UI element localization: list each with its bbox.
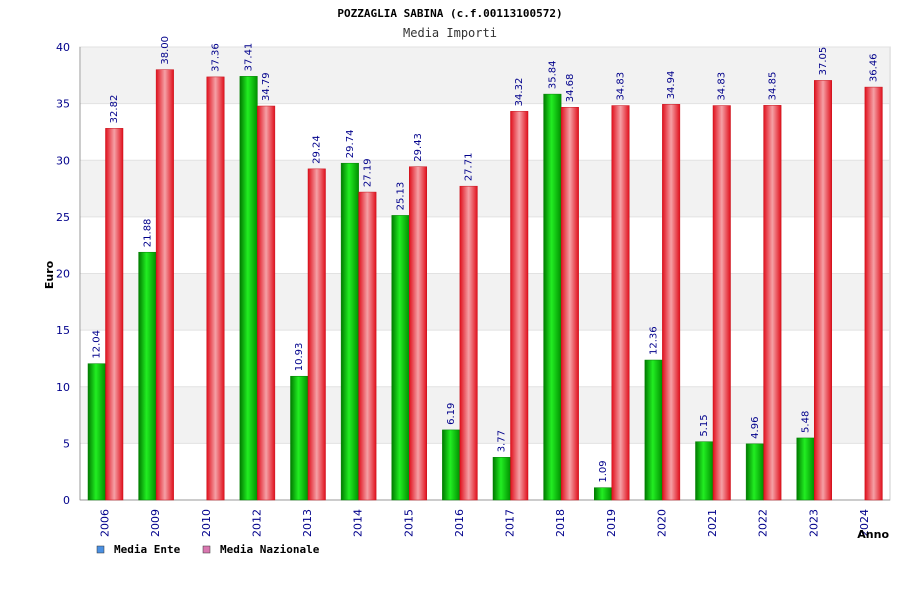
data-label: 34.79: [261, 72, 272, 101]
bar-media-ente-2009: [138, 251, 157, 501]
y-tick-label: 35: [56, 98, 70, 111]
bar-media-nazionale-2012: [257, 105, 276, 501]
x-tick-label: 2014: [352, 509, 365, 537]
bar-media-nazionale-2014: [358, 191, 377, 501]
data-label: 35.84: [547, 60, 558, 89]
bar-media-nazionale-2021: [712, 105, 731, 501]
legend-label-media-nazionale: Media Nazionale: [220, 543, 320, 556]
data-label: 27.19: [362, 158, 373, 187]
legend-swatch-media-ente: [96, 545, 105, 554]
data-label: 3.77: [497, 430, 508, 452]
bar-media-nazionale-2009: [155, 69, 174, 501]
bar-media-nazionale-2017: [510, 111, 529, 501]
data-label: 34.83: [616, 72, 627, 101]
data-label: 25.13: [396, 182, 407, 211]
x-tick-label: 2021: [706, 509, 719, 537]
data-label: 29.74: [345, 130, 356, 159]
bar-media-ente-2012: [239, 76, 258, 501]
y-tick-label: 10: [56, 381, 70, 394]
bar-media-nazionale-2023: [814, 80, 832, 501]
y-tick-label: 30: [56, 154, 70, 167]
data-label: 6.19: [446, 403, 457, 425]
data-label: 21.88: [142, 219, 153, 248]
legend: Media Ente Media Nazionale: [96, 543, 320, 556]
bar-media-ente-2018: [543, 93, 562, 501]
bar-media-nazionale-2018: [560, 106, 579, 501]
bar-media-ente-2020: [644, 359, 663, 501]
data-label: 36.46: [869, 53, 880, 82]
x-tick-label: 2024: [858, 509, 871, 537]
bars: [87, 69, 883, 501]
bar-media-nazionale-2019: [611, 105, 630, 501]
bar-media-ente-2023: [796, 437, 815, 501]
bar-media-ente-2006: [87, 363, 106, 501]
bar-media-nazionale-2010: [206, 76, 225, 501]
x-tick-label: 2019: [605, 509, 618, 537]
data-label: 34.85: [767, 72, 778, 101]
data-label: 12.36: [649, 326, 660, 355]
x-axis-ticks: 2006 2009 2010 2012 2013 2014 2015 2016 2017 2018…: [99, 509, 871, 537]
bar-media-nazionale-2020: [662, 104, 681, 501]
y-tick-label: 25: [56, 211, 70, 224]
x-tick-label: 2023: [807, 509, 820, 537]
y-tick-label: 20: [56, 268, 70, 281]
legend-swatch-media-nazionale: [202, 545, 211, 554]
bar-media-ente-2021: [695, 441, 714, 501]
y-tick-label: 15: [56, 324, 70, 337]
bar-media-ente-2013: [290, 375, 309, 501]
data-label: 5.15: [699, 414, 710, 436]
x-tick-label: 2010: [200, 509, 213, 537]
y-axis-ticks: 0 5 10 15 20 25 30 35 40: [56, 41, 70, 507]
data-label: 34.32: [514, 78, 525, 107]
data-label: 32.82: [109, 95, 120, 124]
chart-subtitle: Media Importi: [403, 26, 497, 40]
data-label: 10.93: [294, 343, 305, 372]
x-tick-label: 2022: [757, 509, 770, 537]
y-tick-label: 40: [56, 41, 70, 54]
data-label: 37.41: [244, 43, 255, 72]
x-tick-label: 2017: [504, 509, 517, 537]
chart-title: POZZAGLIA SABINA (c.f.00113100572): [337, 7, 562, 20]
data-label: 29.24: [312, 135, 323, 164]
bar-media-nazionale-2006: [105, 128, 124, 501]
data-labels: 12.04 32.82 21.88 38.00 37.36 37.41 34.79 10.93…: [92, 36, 880, 483]
bar-media-ente-2019: [594, 487, 612, 501]
x-tick-label: 2016: [453, 509, 466, 537]
data-label: 5.48: [801, 411, 812, 433]
x-tick-label: 2006: [99, 509, 112, 537]
y-tick-label: 5: [63, 437, 70, 450]
bar-media-nazionale-2024: [864, 86, 883, 501]
legend-label-media-ente: Media Ente: [114, 543, 181, 556]
data-label: 27.71: [464, 153, 475, 182]
y-axis-label: Euro: [43, 260, 56, 289]
bar-media-ente-2022: [745, 443, 764, 501]
x-tick-label: 2018: [554, 509, 567, 537]
bar-media-ente-2017: [492, 457, 511, 501]
x-tick-label: 2009: [149, 509, 162, 537]
data-label: 12.04: [92, 330, 103, 359]
data-label: 1.09: [598, 460, 609, 482]
data-label: 37.05: [818, 47, 829, 76]
x-tick-label: 2013: [301, 509, 314, 537]
bar-media-ente-2015: [391, 215, 410, 501]
y-tick-label: 0: [63, 494, 70, 507]
data-label: 37.36: [211, 43, 222, 72]
bar-media-nazionale-2022: [763, 105, 782, 501]
data-label: 34.68: [565, 74, 576, 103]
bar-media-nazionale-2016: [459, 185, 478, 501]
bar-media-ente-2016: [442, 429, 461, 501]
bar-media-ente-2014: [340, 162, 359, 501]
x-axis-label: Anno: [857, 528, 889, 541]
x-tick-label: 2020: [655, 509, 668, 537]
x-tick-label: 2015: [402, 509, 415, 537]
bar-media-nazionale-2015: [409, 166, 427, 501]
data-label: 38.00: [160, 36, 171, 65]
bar-media-nazionale-2013: [307, 168, 326, 501]
data-label: 29.43: [413, 133, 424, 162]
data-label: 34.94: [666, 71, 677, 100]
data-label: 34.83: [717, 72, 728, 101]
data-label: 4.96: [750, 417, 761, 439]
x-tick-label: 2012: [250, 509, 263, 537]
